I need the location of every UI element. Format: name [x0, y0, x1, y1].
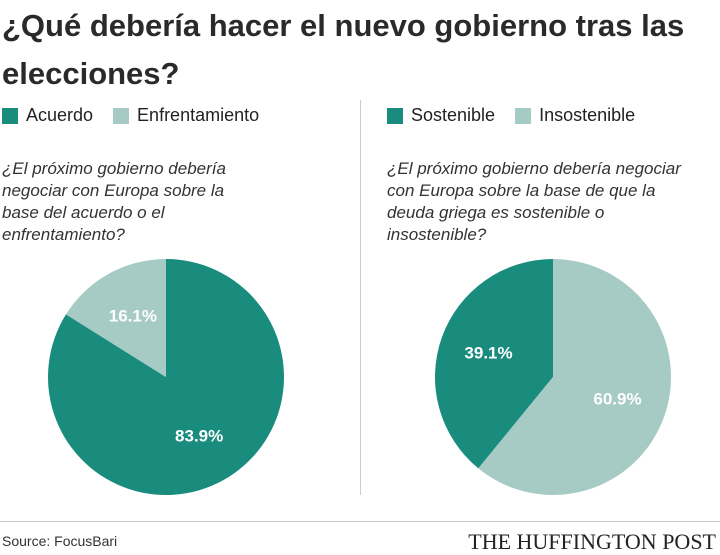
- pie-chart: 39.1% 60.9%: [435, 259, 671, 495]
- legend-swatch: [113, 107, 130, 124]
- pie-chart: 83.9% 16.1%: [47, 259, 284, 495]
- question: ¿El próximo gobierno debería negociar co…: [387, 159, 681, 244]
- question: ¿El próximo gobierno debería negociar co…: [2, 159, 226, 244]
- legend: Sostenible Insostenible: [387, 105, 635, 126]
- brand: THE HUFFINGTON POST: [468, 529, 716, 554]
- legend-item: Enfrentamiento: [113, 105, 259, 126]
- pie-label: 83.9%: [175, 426, 223, 445]
- legend-label: Acuerdo: [26, 105, 94, 125]
- legend-label: Sostenible: [411, 105, 496, 125]
- footer-line: [0, 521, 720, 522]
- chart-panel: Sostenible Insostenible ¿El próximo gobier…: [387, 100, 720, 500]
- pie-slice: [478, 259, 671, 495]
- pie-label: 39.1%: [464, 344, 512, 363]
- pie-slice: [65, 259, 166, 377]
- pie-label: 60.9%: [593, 389, 641, 408]
- legend-label: Insostenible: [539, 105, 636, 125]
- pie-slice: [435, 259, 553, 469]
- legend-item: Sostenible: [387, 105, 495, 126]
- legend-swatch: [2, 107, 18, 124]
- legend-item: Insostenible: [515, 105, 635, 126]
- legend-item: Acuerdo: [2, 105, 93, 126]
- legend-swatch: [387, 107, 403, 124]
- legend-label: Enfrentamiento: [137, 105, 260, 125]
- chart-panel: Acuerdo Enfrentamiento ¿El próximo gobiern…: [2, 100, 362, 500]
- source: Source: FocusBari: [2, 533, 118, 549]
- legend-swatch: [515, 107, 532, 124]
- legend: Acuerdo Enfrentamiento: [2, 105, 259, 126]
- title: ¿Qué debería hacer el nuevo gobierno tra…: [2, 8, 685, 91]
- pie-label: 16.1%: [109, 307, 157, 326]
- divider: [360, 100, 361, 495]
